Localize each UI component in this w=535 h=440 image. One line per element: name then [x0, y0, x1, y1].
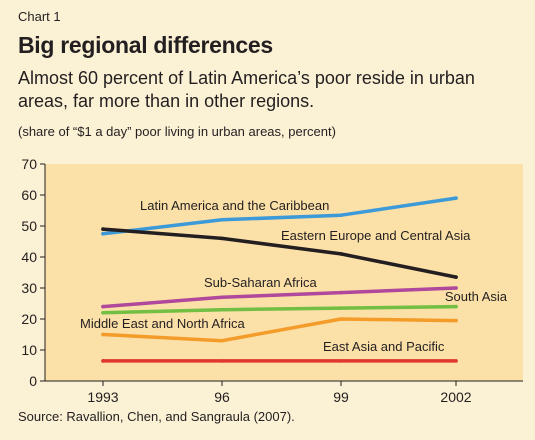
chart-number: Chart 1 — [18, 9, 61, 24]
y-tick-label: 30 — [21, 280, 37, 296]
data-point — [101, 232, 105, 236]
series-line — [101, 227, 458, 279]
chart-title: Big regional differences — [18, 32, 273, 58]
chart-unit-note: (share of “$1 a day” poor living in urba… — [18, 124, 336, 139]
data-point — [101, 304, 105, 309]
data-point — [339, 290, 343, 295]
data-point — [101, 311, 105, 315]
y-tick-label: 0 — [29, 373, 37, 389]
series-label: Latin America and the Caribbean — [140, 198, 329, 213]
series-label: Middle East and North Africa — [80, 316, 246, 331]
y-tick-label: 40 — [21, 249, 37, 265]
data-point — [220, 218, 224, 222]
y-tick-label: 10 — [21, 342, 37, 358]
x-tick-label: 1993 — [87, 389, 118, 405]
x-tick-label: 99 — [333, 389, 349, 405]
source-note: Source: Ravallion, Chen, and Sangraula (… — [18, 409, 295, 424]
data-point — [101, 359, 105, 363]
chart-subtitle: Almost 60 percent of Latin America’s poo… — [18, 68, 475, 111]
data-point — [220, 338, 224, 343]
series-label: East Asia and Pacific — [323, 339, 445, 354]
data-point — [454, 275, 458, 279]
series-line — [101, 317, 458, 343]
y-axis: 0 10 20 30 40 50 60 70 — [21, 156, 46, 389]
data-point — [220, 307, 224, 312]
series-label: South Asia — [445, 289, 508, 304]
data-point — [454, 286, 458, 290]
y-tick-label: 20 — [21, 311, 37, 327]
data-point — [454, 196, 458, 200]
series-line — [101, 286, 458, 309]
y-tick-label: 60 — [21, 187, 37, 203]
data-point — [339, 213, 343, 217]
data-point — [339, 306, 343, 310]
plot-area — [45, 164, 523, 381]
data-point — [339, 317, 343, 321]
data-point — [220, 359, 224, 363]
y-tick-label: 70 — [21, 156, 37, 172]
series-label: Eastern Europe and Central Asia — [281, 228, 471, 243]
series-labels: Latin America and the Caribbean Eastern E… — [80, 198, 508, 354]
data-point — [454, 318, 458, 323]
series-lines — [101, 196, 458, 363]
x-tick-label: 96 — [214, 389, 230, 405]
data-point — [339, 252, 343, 256]
series-line — [101, 304, 458, 315]
data-point — [101, 332, 105, 337]
data-point — [220, 295, 224, 300]
data-point — [454, 359, 458, 363]
data-point — [339, 359, 343, 363]
x-tick-label: 2002 — [440, 389, 471, 405]
series-label: Sub-Saharan Africa — [204, 275, 318, 290]
data-point — [220, 236, 224, 241]
x-axis: 1993 96 99 2002 — [45, 380, 523, 405]
series-line — [101, 196, 458, 236]
y-tick-label: 50 — [21, 218, 37, 234]
data-point — [101, 227, 105, 231]
data-point — [454, 304, 458, 309]
